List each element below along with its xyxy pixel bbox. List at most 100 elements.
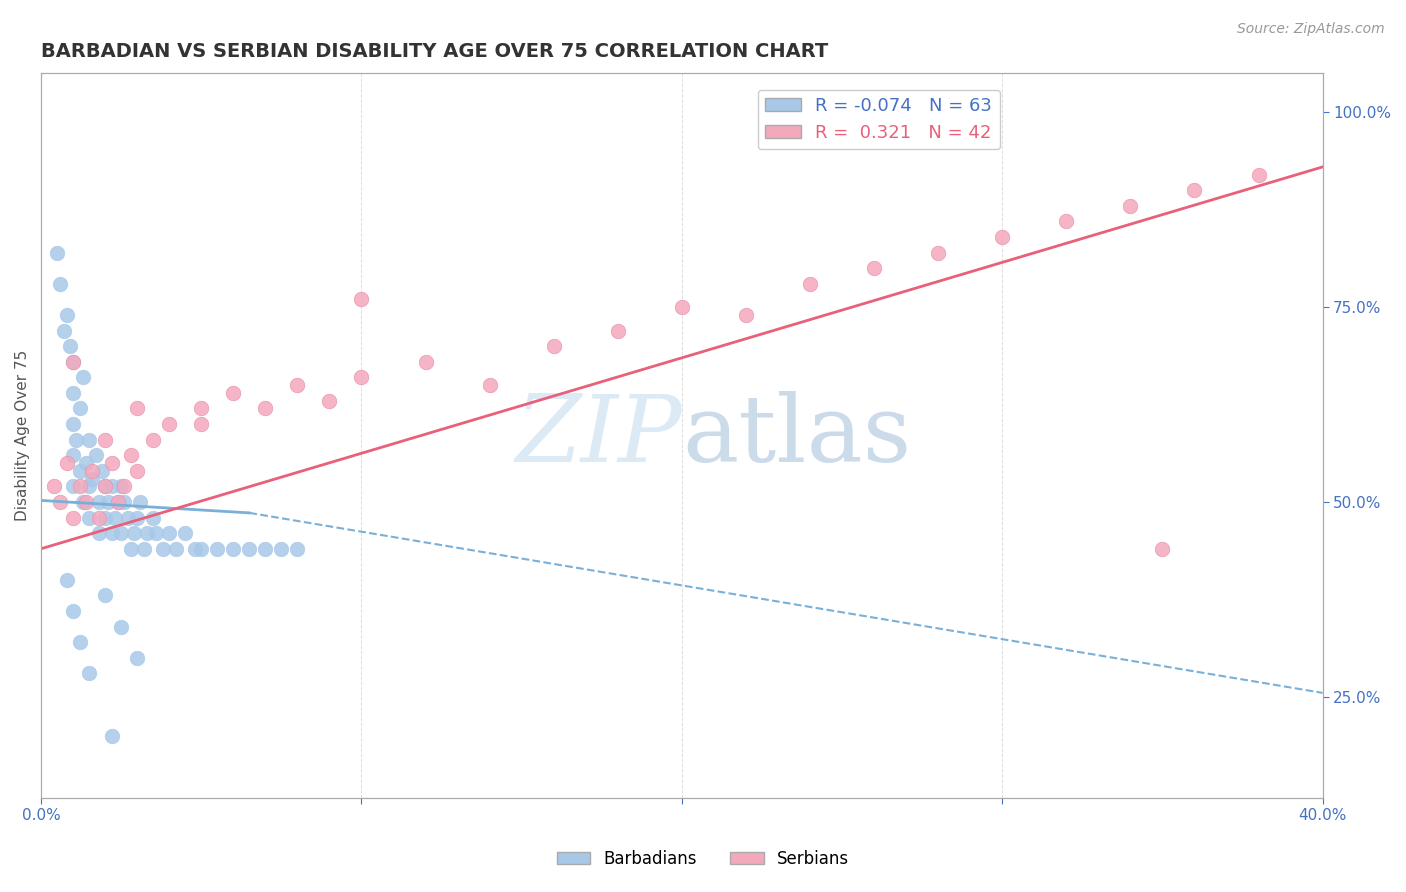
Point — [135, 526, 157, 541]
Point — [46, 245, 69, 260]
Point — [87, 495, 110, 509]
Point — [62, 448, 84, 462]
Point — [94, 510, 117, 524]
Point — [97, 495, 120, 509]
Point — [55, 308, 77, 322]
Point — [350, 293, 373, 307]
Point — [287, 378, 309, 392]
Point — [671, 300, 693, 314]
Point — [77, 510, 100, 524]
Point — [190, 401, 212, 416]
Point — [152, 541, 174, 556]
Point — [142, 433, 165, 447]
Point — [222, 541, 245, 556]
Point — [75, 495, 97, 509]
Point — [142, 510, 165, 524]
Point — [927, 245, 949, 260]
Point — [72, 495, 94, 509]
Point — [120, 448, 142, 462]
Point — [82, 472, 104, 486]
Point — [157, 417, 180, 431]
Point — [87, 510, 110, 524]
Point — [415, 355, 437, 369]
Point — [110, 479, 132, 493]
Text: ZIP: ZIP — [515, 391, 682, 481]
Text: atlas: atlas — [682, 391, 911, 481]
Point — [735, 308, 758, 322]
Point — [165, 541, 187, 556]
Text: Source: ZipAtlas.com: Source: ZipAtlas.com — [1237, 22, 1385, 37]
Point — [117, 510, 139, 524]
Point — [100, 526, 122, 541]
Point — [222, 385, 245, 400]
Point — [91, 464, 114, 478]
Point — [1119, 199, 1142, 213]
Point — [287, 541, 309, 556]
Point — [1247, 168, 1270, 182]
Point — [190, 417, 212, 431]
Point — [129, 495, 152, 509]
Point — [69, 464, 91, 478]
Point — [69, 635, 91, 649]
Point — [100, 479, 122, 493]
Point — [94, 589, 117, 603]
Point — [72, 370, 94, 384]
Point — [59, 339, 82, 353]
Point — [145, 526, 167, 541]
Point — [49, 495, 72, 509]
Point — [1152, 541, 1174, 556]
Point — [107, 495, 129, 509]
Point — [863, 261, 886, 276]
Point — [127, 510, 149, 524]
Y-axis label: Disability Age Over 75: Disability Age Over 75 — [15, 351, 30, 521]
Point — [77, 479, 100, 493]
Point — [65, 433, 87, 447]
Point — [69, 479, 91, 493]
Point — [799, 277, 821, 291]
Point — [127, 401, 149, 416]
Point — [254, 541, 277, 556]
Point — [52, 324, 75, 338]
Point — [132, 541, 155, 556]
Point — [104, 510, 127, 524]
Point — [478, 378, 501, 392]
Point — [238, 541, 260, 556]
Point — [991, 230, 1014, 244]
Point — [62, 510, 84, 524]
Point — [1184, 183, 1206, 197]
Point — [606, 324, 628, 338]
Point — [87, 526, 110, 541]
Point — [270, 541, 292, 556]
Point — [62, 385, 84, 400]
Point — [55, 456, 77, 470]
Point — [55, 573, 77, 587]
Point — [174, 526, 197, 541]
Point — [112, 479, 135, 493]
Point — [49, 277, 72, 291]
Point — [543, 339, 565, 353]
Point — [62, 479, 84, 493]
Point — [62, 355, 84, 369]
Legend: Barbadians, Serbians: Barbadians, Serbians — [550, 844, 856, 875]
Point — [127, 464, 149, 478]
Point — [62, 417, 84, 431]
Point — [94, 479, 117, 493]
Legend: R = -0.074   N = 63, R =  0.321   N = 42: R = -0.074 N = 63, R = 0.321 N = 42 — [758, 90, 1000, 149]
Point — [207, 541, 229, 556]
Point — [110, 620, 132, 634]
Text: BARBADIAN VS SERBIAN DISABILITY AGE OVER 75 CORRELATION CHART: BARBADIAN VS SERBIAN DISABILITY AGE OVER… — [41, 42, 828, 61]
Point — [107, 495, 129, 509]
Point — [75, 456, 97, 470]
Point — [318, 393, 340, 408]
Point — [100, 729, 122, 743]
Point — [110, 526, 132, 541]
Point — [1054, 214, 1077, 228]
Point — [190, 541, 212, 556]
Point — [94, 433, 117, 447]
Point — [77, 666, 100, 681]
Point — [122, 526, 145, 541]
Point — [120, 541, 142, 556]
Point — [84, 448, 107, 462]
Point — [100, 456, 122, 470]
Point — [94, 479, 117, 493]
